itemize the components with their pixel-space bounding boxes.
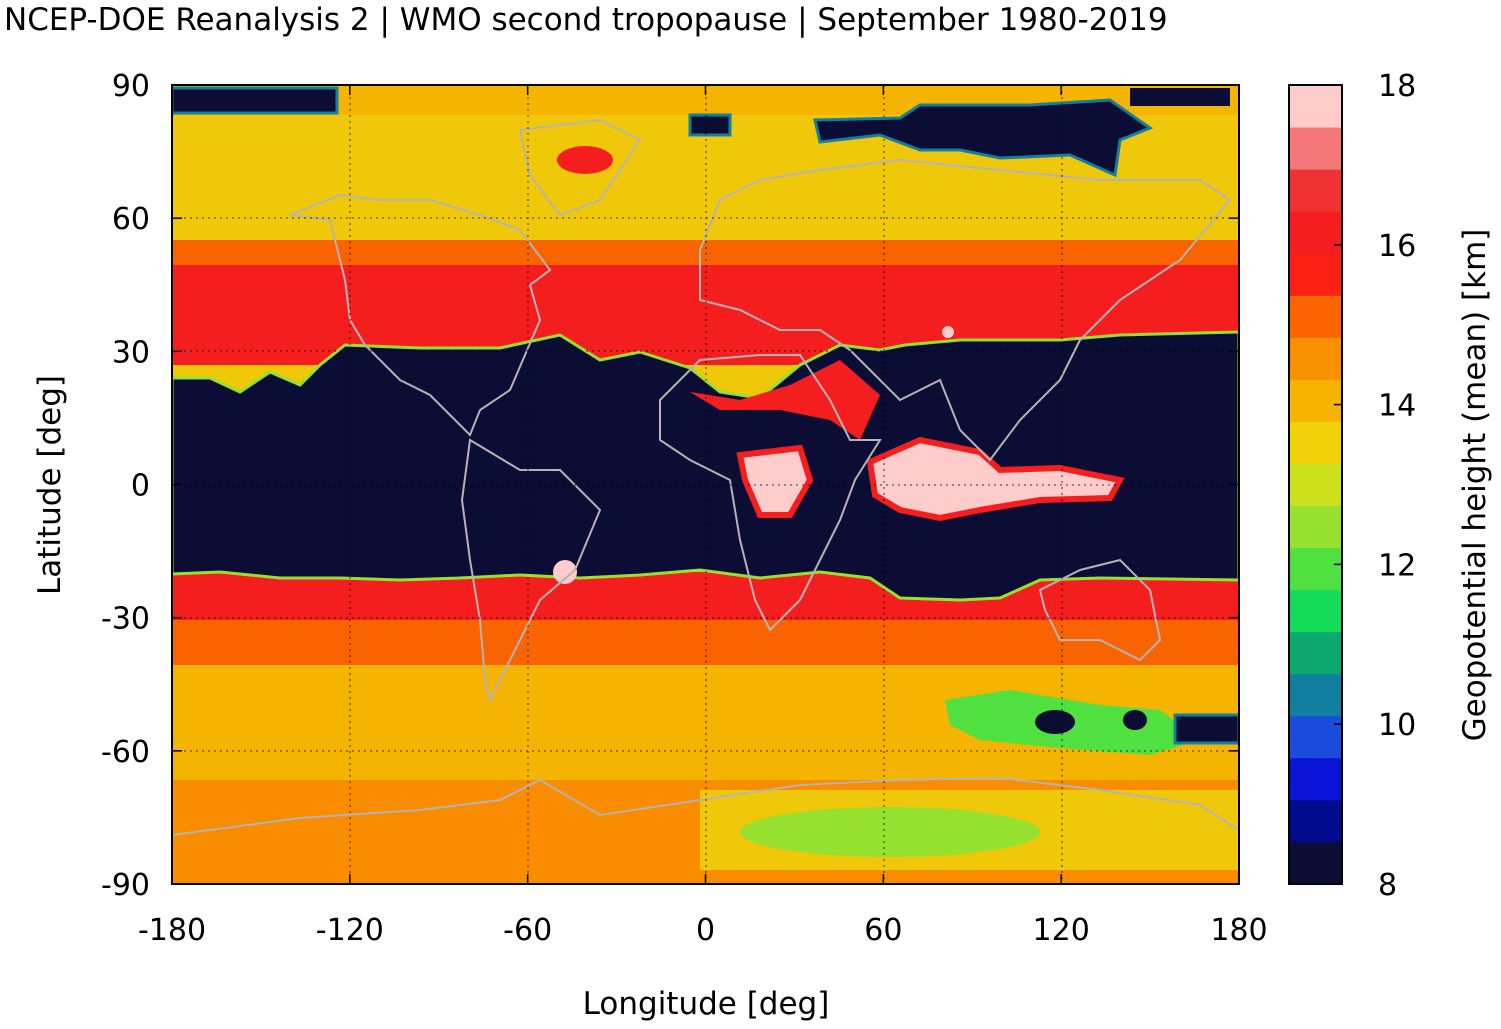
coast-eurasia — [699, 158, 1232, 462]
x-tick-label: -60 — [503, 913, 552, 948]
tropics-dark-region — [172, 330, 1239, 602]
arctic-low-patch-2 — [688, 113, 732, 137]
x-tick-label: 0 — [696, 913, 715, 948]
y-tick-label: -30 — [101, 602, 150, 637]
colorbar-segment — [1289, 85, 1342, 128]
coast-africa — [659, 354, 882, 632]
southern-ocean-low-1 — [1035, 710, 1075, 734]
y-axis-title: Latitude [deg] — [32, 375, 68, 595]
colorbar-tick-label: 8 — [1378, 868, 1397, 903]
y-tick-label: -60 — [101, 735, 150, 770]
colorbar-segment — [1289, 421, 1342, 464]
arabia-red-intrusion — [690, 360, 880, 440]
southern-ocean-low-3 — [1173, 713, 1239, 745]
x-axis: -180 -120 -60 0 60 120 180 — [138, 85, 1268, 948]
x-tick-label: -180 — [138, 913, 206, 948]
colorbar-segment — [1289, 169, 1342, 212]
colorbar-frame — [1288, 84, 1343, 885]
africa-high-patch — [736, 444, 814, 518]
colorbar-segment — [1289, 799, 1342, 843]
colorbar-tick-label: 10 — [1378, 708, 1416, 743]
colorbar-tick-label: 18 — [1378, 69, 1416, 104]
colorbar-segment — [1289, 127, 1342, 170]
arctic-low-patch-4 — [1130, 88, 1230, 106]
indian-ocean-high-patch — [866, 436, 1125, 522]
colorbar-segment — [1289, 673, 1342, 717]
south-america-high-spot — [553, 560, 577, 584]
y-tick-label: 90 — [112, 69, 150, 104]
himalaya-high-spot — [942, 326, 954, 338]
y-tick-label: 60 — [112, 202, 150, 237]
colorbar-segment — [1289, 715, 1342, 759]
colorbar-segment — [1289, 631, 1342, 675]
colorbar-segment — [1289, 547, 1342, 591]
y-tick-label: 30 — [112, 335, 150, 370]
southern-ocean-low-2 — [1123, 710, 1147, 730]
colorbar-segment — [1289, 337, 1342, 380]
colorbar-segment — [1289, 757, 1342, 801]
colorbar-segment — [1289, 505, 1342, 549]
band-sh-orange — [172, 620, 1239, 665]
grid — [172, 85, 1239, 884]
colorbar-axis: 18 16 14 12 10 8 — [1334, 69, 1416, 903]
colorbar-segment — [1289, 589, 1342, 633]
x-axis-title: Longitude [deg] — [583, 986, 830, 1022]
greenland-red-patch — [557, 146, 613, 174]
y-tick-label: 0 — [131, 469, 150, 504]
arctic-low-patch-1 — [172, 86, 339, 115]
colorbar-segment — [1289, 253, 1342, 296]
coast-south-america — [460, 438, 602, 703]
coast-antarctica — [172, 776, 1239, 836]
antarctic-green-patch — [740, 807, 1040, 857]
colorbar-segment — [1289, 841, 1342, 885]
colorbar-tick-label: 14 — [1378, 389, 1416, 424]
arctic-low-patch-3 — [813, 98, 1154, 178]
colorbar-tick-label: 12 — [1378, 548, 1416, 583]
x-tick-label: 180 — [1210, 913, 1267, 948]
x-tick-label: -120 — [316, 913, 384, 948]
x-tick-label: 120 — [1033, 913, 1090, 948]
colorbar-segment — [1289, 379, 1342, 422]
colorbar-segment — [1289, 211, 1342, 254]
y-tick-label: -90 — [101, 868, 150, 903]
coast-australia — [1038, 558, 1162, 662]
colorbar — [1289, 85, 1342, 885]
colorbar-tick-label: 16 — [1378, 229, 1416, 264]
colorbar-segment — [1289, 463, 1342, 507]
colorbar-title: Geopotential height (mean) [km] — [1457, 229, 1493, 742]
y-axis: 90 60 30 0 -30 -60 -90 — [101, 69, 1239, 903]
chart-title: NCEP-DOE Reanalysis 2 | WMO second tropo… — [4, 2, 1168, 38]
colorbar-segment — [1289, 295, 1342, 338]
coast-greenland — [518, 118, 642, 217]
x-tick-label: 60 — [864, 913, 902, 948]
